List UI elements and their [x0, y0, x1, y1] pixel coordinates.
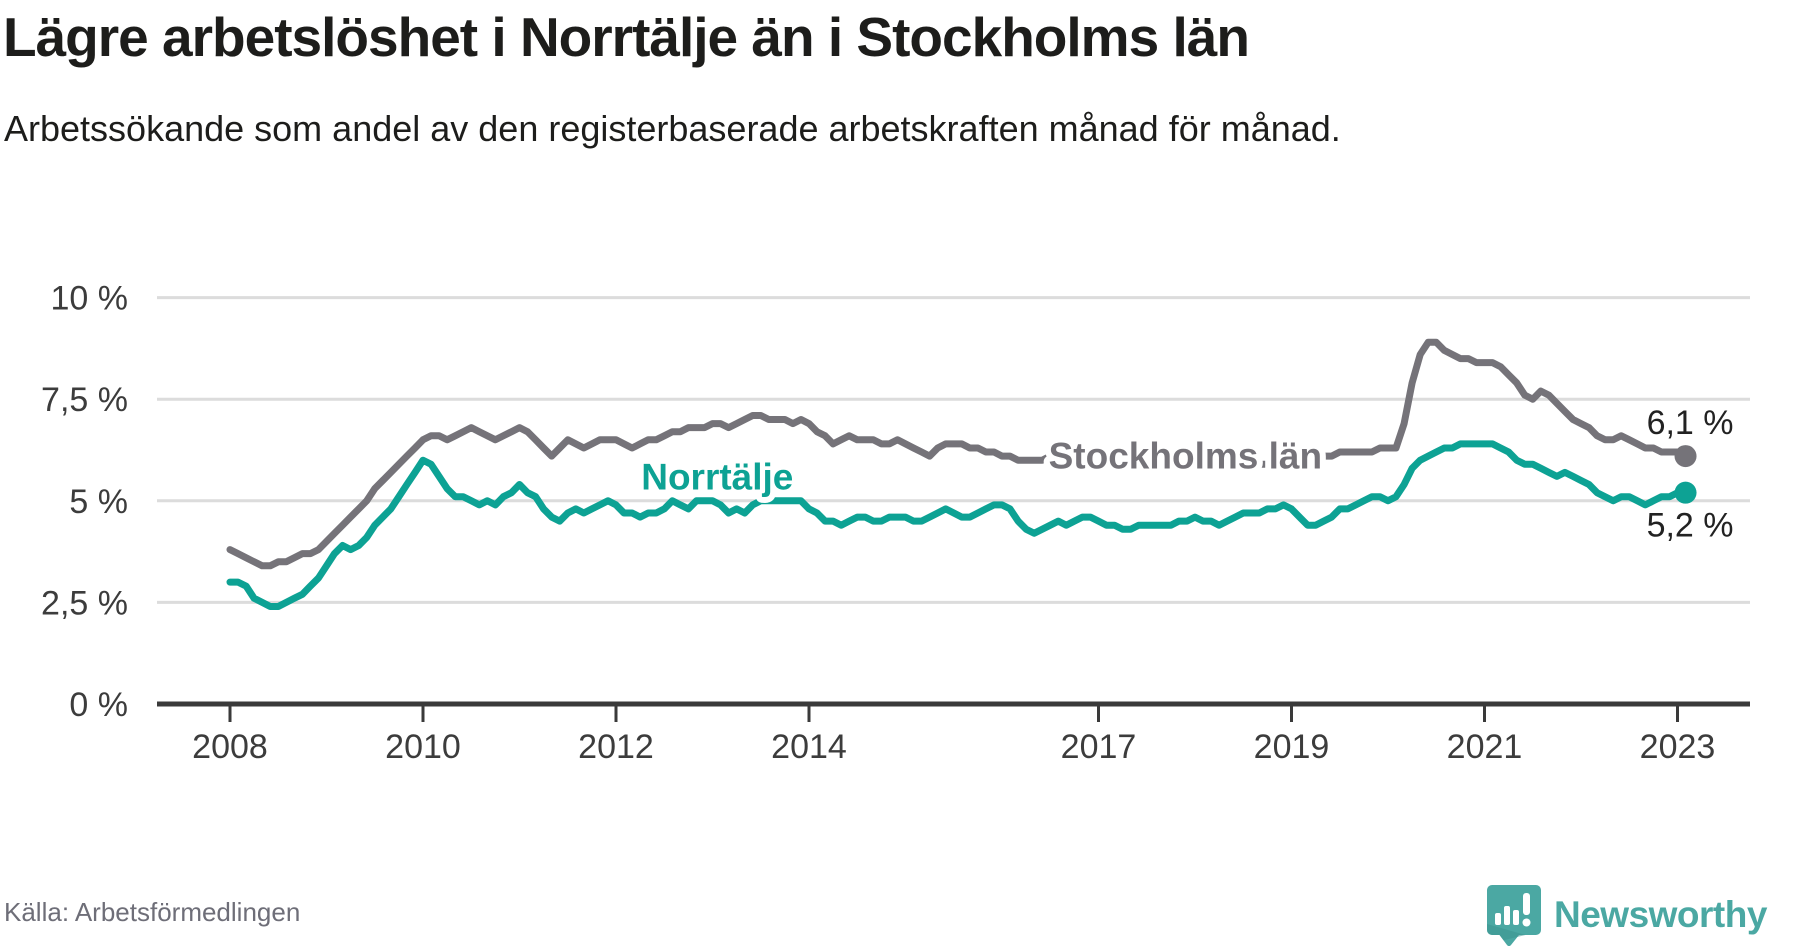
x-axis-tick-label: 2023 [1640, 728, 1716, 766]
y-axis-tick-label: 7,5 % [41, 381, 128, 419]
x-axis-tick-label: 2012 [578, 728, 654, 766]
x-axis-tick-label: 2021 [1447, 728, 1523, 766]
page-title: Lägre arbetslöshet i Norrtälje än i Stoc… [3, 6, 1250, 68]
y-axis-tick-label: 2,5 % [41, 584, 128, 622]
series-line-norrtalje [226, 440, 1689, 610]
y-axis-tick-label: 5 % [69, 483, 128, 521]
x-axis-tick-label: 2017 [1061, 728, 1137, 766]
newsworthy-logo[interactable]: Newsworthy [1486, 884, 1767, 946]
y-axis-tick-label: 10 % [51, 280, 129, 318]
brand-name: Newsworthy [1554, 894, 1767, 935]
series-end-value-label: 6,1 % [1647, 404, 1734, 442]
x-axis-tick-label: 2014 [771, 728, 847, 766]
y-axis-tick-label: 0 % [69, 686, 128, 724]
x-axis-tick-label: 2019 [1254, 728, 1330, 766]
x-axis-tick-label: 2008 [192, 728, 268, 766]
series-inline-label: Stockholms län [1049, 435, 1322, 476]
page-subtitle: Arbetssökande som andel av den registerb… [4, 108, 1341, 149]
newsworthy-chart-bubble-icon [1487, 885, 1541, 946]
series-end-dot [1674, 481, 1697, 504]
series-line-stockholm [226, 338, 1689, 570]
x-axis-tick-label: 2010 [385, 728, 461, 766]
series-inline-label: Norrtälje [641, 456, 793, 497]
series-end-dot [1674, 445, 1697, 468]
series-end-value-label: 5,2 % [1647, 507, 1734, 545]
source-text: Källa: Arbetsförmedlingen [4, 897, 301, 927]
